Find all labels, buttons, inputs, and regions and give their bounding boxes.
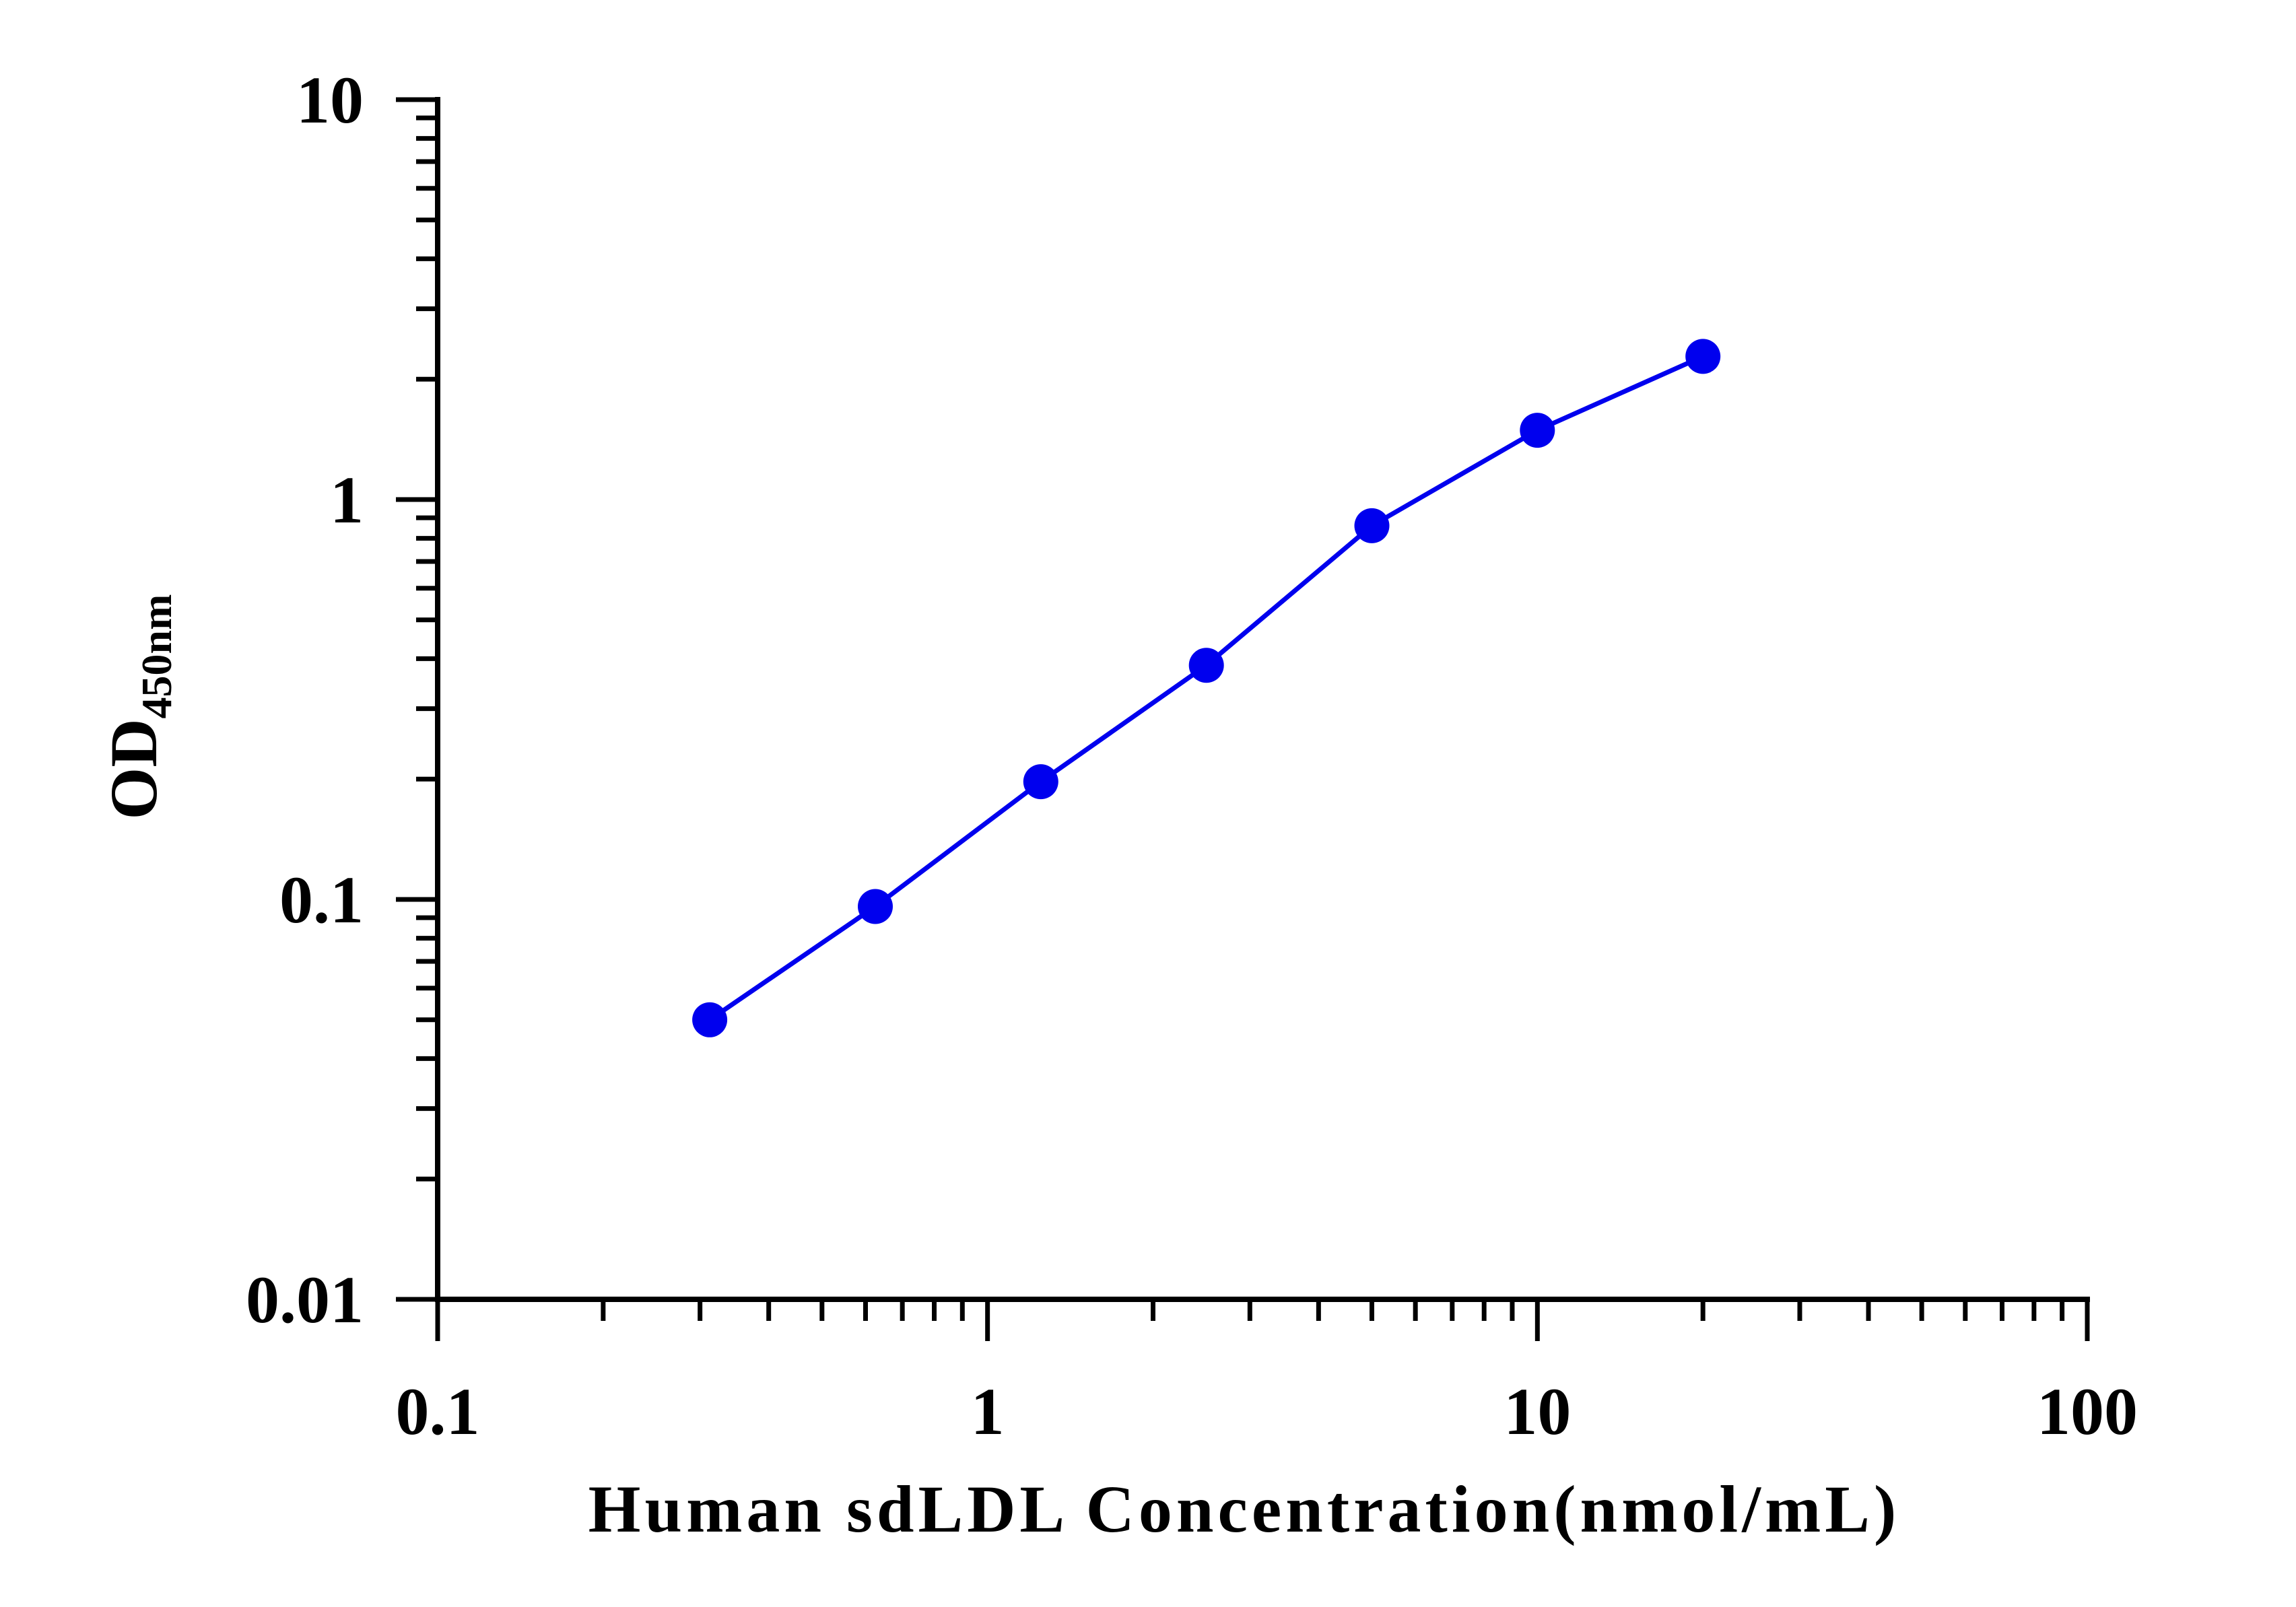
data-point (1023, 764, 1058, 800)
data-point (1354, 508, 1390, 543)
data-point (1685, 339, 1721, 374)
data-point (858, 889, 893, 924)
y-axis-title-main: OD (96, 718, 171, 819)
series-line (708, 354, 1704, 1022)
y-axis-title: OD450nm (96, 594, 180, 820)
y-tick-label: 0.01 (246, 1262, 364, 1337)
y-tick-label: 10 (296, 63, 364, 137)
x-tick-label: 0.1 (396, 1374, 480, 1449)
y-axis-title-subscript: 450nm (133, 594, 180, 719)
x-tick-label: 10 (1504, 1374, 1571, 1449)
x-axis-title: Human sdLDL Concentration(nmol/mL) (588, 1472, 1901, 1546)
data-point (1520, 413, 1555, 448)
x-tick-label: 100 (2037, 1374, 2138, 1449)
x-tick-label: 1 (971, 1374, 1005, 1449)
y-tick-label: 1 (330, 463, 364, 537)
y-tick-label: 0.1 (279, 862, 364, 937)
data-series (692, 339, 1721, 1037)
data-point (692, 1002, 728, 1037)
axes (435, 97, 2090, 1302)
ticks (396, 97, 2090, 1341)
tick-labels: 0.01 0.1 1 10 0.1 1 10 100 (246, 63, 2138, 1449)
data-point (1188, 648, 1224, 683)
